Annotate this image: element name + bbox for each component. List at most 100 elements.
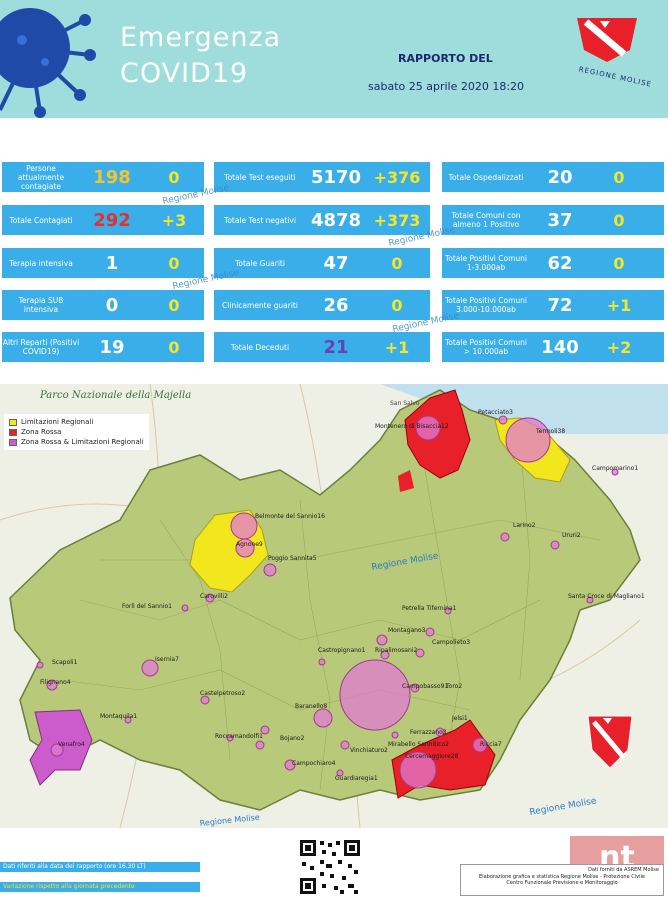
- legend-label: Limitazioni Regionali: [21, 418, 94, 426]
- town-label: Vinchiaturo2: [350, 747, 388, 754]
- stat-label: Totale Positivi Comuni 3.000-10.000ab: [444, 296, 527, 314]
- stat-label: Totale Positivi Comuni 1-3.000ab: [444, 254, 527, 272]
- san-salvo-label: San Salvo: [390, 400, 420, 407]
- stat-value: 1: [105, 252, 119, 274]
- town-label: Petrella Tifernina1: [402, 605, 457, 612]
- stat-delta: +376: [373, 167, 421, 187]
- stat-delta: +2: [606, 337, 632, 357]
- stat-current-infected: Persone attualmente contagiate 198 0: [2, 162, 204, 192]
- stat-delta: +373: [373, 210, 421, 230]
- town-label: Castelpetroso2: [200, 690, 245, 697]
- town-label: Filignano4: [40, 679, 71, 686]
- town-label: Baranello8: [295, 703, 327, 710]
- molise-region-shape: [9, 389, 641, 811]
- town-label: Santa Croce di Magliano1: [568, 593, 645, 600]
- stat-label: Totale Deceduti: [230, 342, 290, 352]
- stat-value: 198: [93, 166, 131, 188]
- town-label: Belmonte del Sannio16: [255, 513, 325, 520]
- town-label: Roccamandolfi1: [215, 733, 263, 740]
- stat-label: Persone attualmente contagiate: [17, 163, 65, 191]
- stat-label: Totale Comuni con almeno 1 Positivo: [451, 211, 521, 229]
- town-label: Petacciato3: [478, 409, 513, 416]
- stat-value: 21: [323, 336, 349, 358]
- legend-label: Zona Rossa: [21, 428, 62, 436]
- stat-total-infected: Totale Contagiati 292 +3: [2, 205, 204, 235]
- town-label: Guardiaregia1: [335, 775, 378, 782]
- stat-value: 20: [547, 166, 573, 188]
- town-label: Poggio Sannita5: [268, 555, 317, 562]
- town-label: Forlì del Sannio1: [122, 603, 172, 610]
- town-label: Carovilli2: [200, 593, 228, 600]
- coronavirus-icon: [0, 8, 96, 118]
- stat-delta: +1: [606, 295, 632, 315]
- stat-label: Clinicamente guariti: [222, 300, 298, 310]
- stat-value: 47: [323, 252, 349, 274]
- legend-swatch: [9, 428, 17, 436]
- legend-item: Limitazioni Regionali: [9, 417, 144, 427]
- town-label: Agnone9: [236, 541, 263, 548]
- town-label: Ururi2: [562, 532, 581, 539]
- header-banner: Emergenza COVID19 RAPPORTO DEL sabato 25…: [0, 0, 668, 118]
- stat-positive-medium-towns: Totale Positivi Comuni 3.000-10.000ab 72…: [442, 290, 664, 320]
- legend-label: Zona Rossa & Limitazioni Regionali: [21, 438, 144, 446]
- stat-other-wards: Altri Reparti (Positivi COVID19) 19 0: [2, 332, 204, 362]
- town-label: Campomarino1: [592, 465, 638, 472]
- town-label: Campolieto3: [432, 639, 470, 646]
- report-date: sabato 25 aprile 2020 18:20: [368, 80, 525, 93]
- stat-delta: 0: [613, 167, 625, 187]
- stat-value: 292: [93, 209, 131, 231]
- stat-label: Terapia SUB intensiva: [18, 296, 64, 314]
- town-label: Montagano3: [388, 627, 426, 634]
- stat-sub-intensive: Terapia SUB intensiva 0 0: [2, 290, 204, 320]
- stat-label: Totale Positivi Comuni > 10.000ab: [444, 338, 527, 356]
- town-label: Venafro4: [58, 741, 85, 748]
- town-label: Campobasso91: [402, 683, 448, 690]
- legend-swatch: [9, 418, 17, 426]
- molise-covid-map[interactable]: Montenero di Bisaccia12 Petacciato3 Term…: [0, 384, 668, 828]
- red-zone-larino: [398, 470, 414, 492]
- stat-value: 0: [105, 294, 119, 316]
- stat-value: 5170: [310, 166, 362, 188]
- stat-delta: +1: [384, 337, 410, 357]
- stat-value: 37: [547, 209, 573, 231]
- park-label-line: Parco Nazionale della Majella: [39, 390, 191, 401]
- town-label: Montenero di Bisaccia12: [375, 423, 449, 430]
- regione-molise-shield-icon: [587, 715, 633, 769]
- credits-box: Dati forniti da ASREM Molise Elaborazion…: [460, 864, 664, 896]
- town-label: Toro2: [445, 683, 462, 690]
- town-label: Scapoli1: [52, 659, 78, 666]
- stat-delta: 0: [391, 253, 403, 273]
- town-label: Larino2: [513, 522, 536, 529]
- stat-value: 62: [547, 252, 573, 274]
- stat-intensive-care: Terapia intensiva 1 0: [2, 248, 204, 278]
- town-label: Jelsi1: [451, 715, 468, 722]
- report-label: RAPPORTO DEL: [398, 52, 493, 65]
- title-line-1: Emergenza: [120, 22, 282, 53]
- stat-positive-large-towns: Totale Positivi Comuni > 10.000ab 140 +2: [442, 332, 664, 362]
- town-label: Riccia7: [480, 741, 502, 748]
- stat-clinically-recovered: Clinicamente guariti 26 0: [214, 290, 430, 320]
- stat-delta: 0: [391, 295, 403, 315]
- footnote-report-time: Dati riferiti alla data del rapporto (or…: [0, 862, 200, 872]
- legend-swatch: [9, 438, 17, 446]
- stat-value: 72: [547, 294, 573, 316]
- credits-line: Dati forniti da ASREM Molise: [588, 867, 659, 873]
- stat-delta: 0: [613, 210, 625, 230]
- credits-line: Centro Funzionale Previsione e Monitorag…: [506, 880, 618, 886]
- qr-code-icon[interactable]: [298, 838, 362, 896]
- stat-total-tests: Totale Test eseguiti 5170 +376: [214, 162, 430, 192]
- footnote-variation: Variazione rispetto alla giornata preced…: [0, 882, 200, 892]
- stat-delta: 0: [613, 253, 625, 273]
- stat-value: 26: [323, 294, 349, 316]
- stat-value: 19: [99, 336, 125, 358]
- stat-negative-tests: Totale Test negativi 4878 +373: [214, 205, 430, 235]
- town-label: Termoli38: [535, 428, 565, 435]
- stat-positive-small-towns: Totale Positivi Comuni 1-3.000ab 62 0: [442, 248, 664, 278]
- stat-municipalities-positive: Totale Comuni con almeno 1 Positivo 37 0: [442, 205, 664, 235]
- town-label: Ferrazzano3: [410, 729, 447, 736]
- stat-value: 140: [541, 336, 579, 358]
- town-label: Isernia7: [155, 656, 179, 663]
- town-label: Cercemaggiore28: [405, 753, 459, 760]
- stat-label: Totale Ospedalizzati: [448, 172, 524, 182]
- regione-molise-shield-icon: [577, 18, 637, 62]
